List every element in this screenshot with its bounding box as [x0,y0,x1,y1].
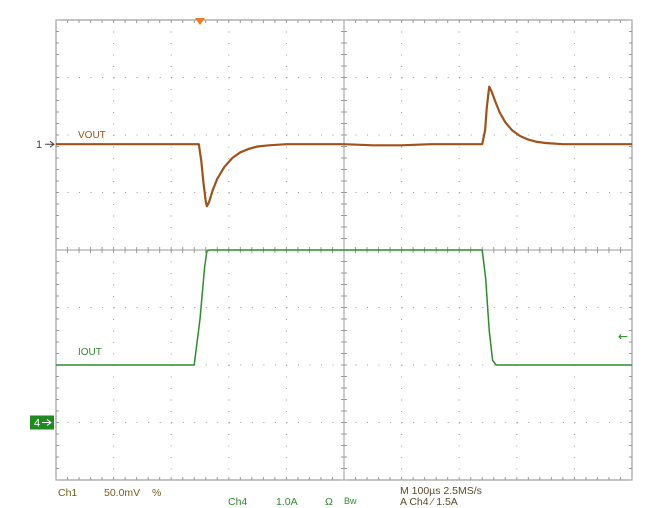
ch1-scale: 50.0mV [104,487,141,499]
ch1-label: Ch1 [58,487,78,499]
iout-trace [56,249,632,366]
ch1-ground-arrow-icon [45,140,55,148]
iout-label: IOUT [78,347,102,358]
trigger-readout: A Ch4 ⁄ 1.5A [400,496,458,508]
ch4-bandwidth-limit: Bw [344,496,357,506]
traces: VOUT IOUT [56,85,632,366]
ch4-scale: 1.0A [276,496,298,508]
ch4-ground-arrow-icon [42,419,52,426]
vout-trace [56,85,632,208]
ch4-ground-marker: 4 [34,418,40,430]
ch4-coupling-icon: Ω [325,496,333,508]
vout-label: VOUT [78,130,106,141]
timebase-readout: M 100µs 2.5MS/s [400,485,482,497]
trigger-position-icon [195,18,205,25]
trigger-level-arrow-icon: ← [618,329,628,343]
ch1-ground-marker: 1 [36,139,42,151]
ch4-label: Ch4 [228,496,248,508]
channel-markers: 1 4 ← [30,18,628,430]
ch1-suffix: % [152,487,162,499]
